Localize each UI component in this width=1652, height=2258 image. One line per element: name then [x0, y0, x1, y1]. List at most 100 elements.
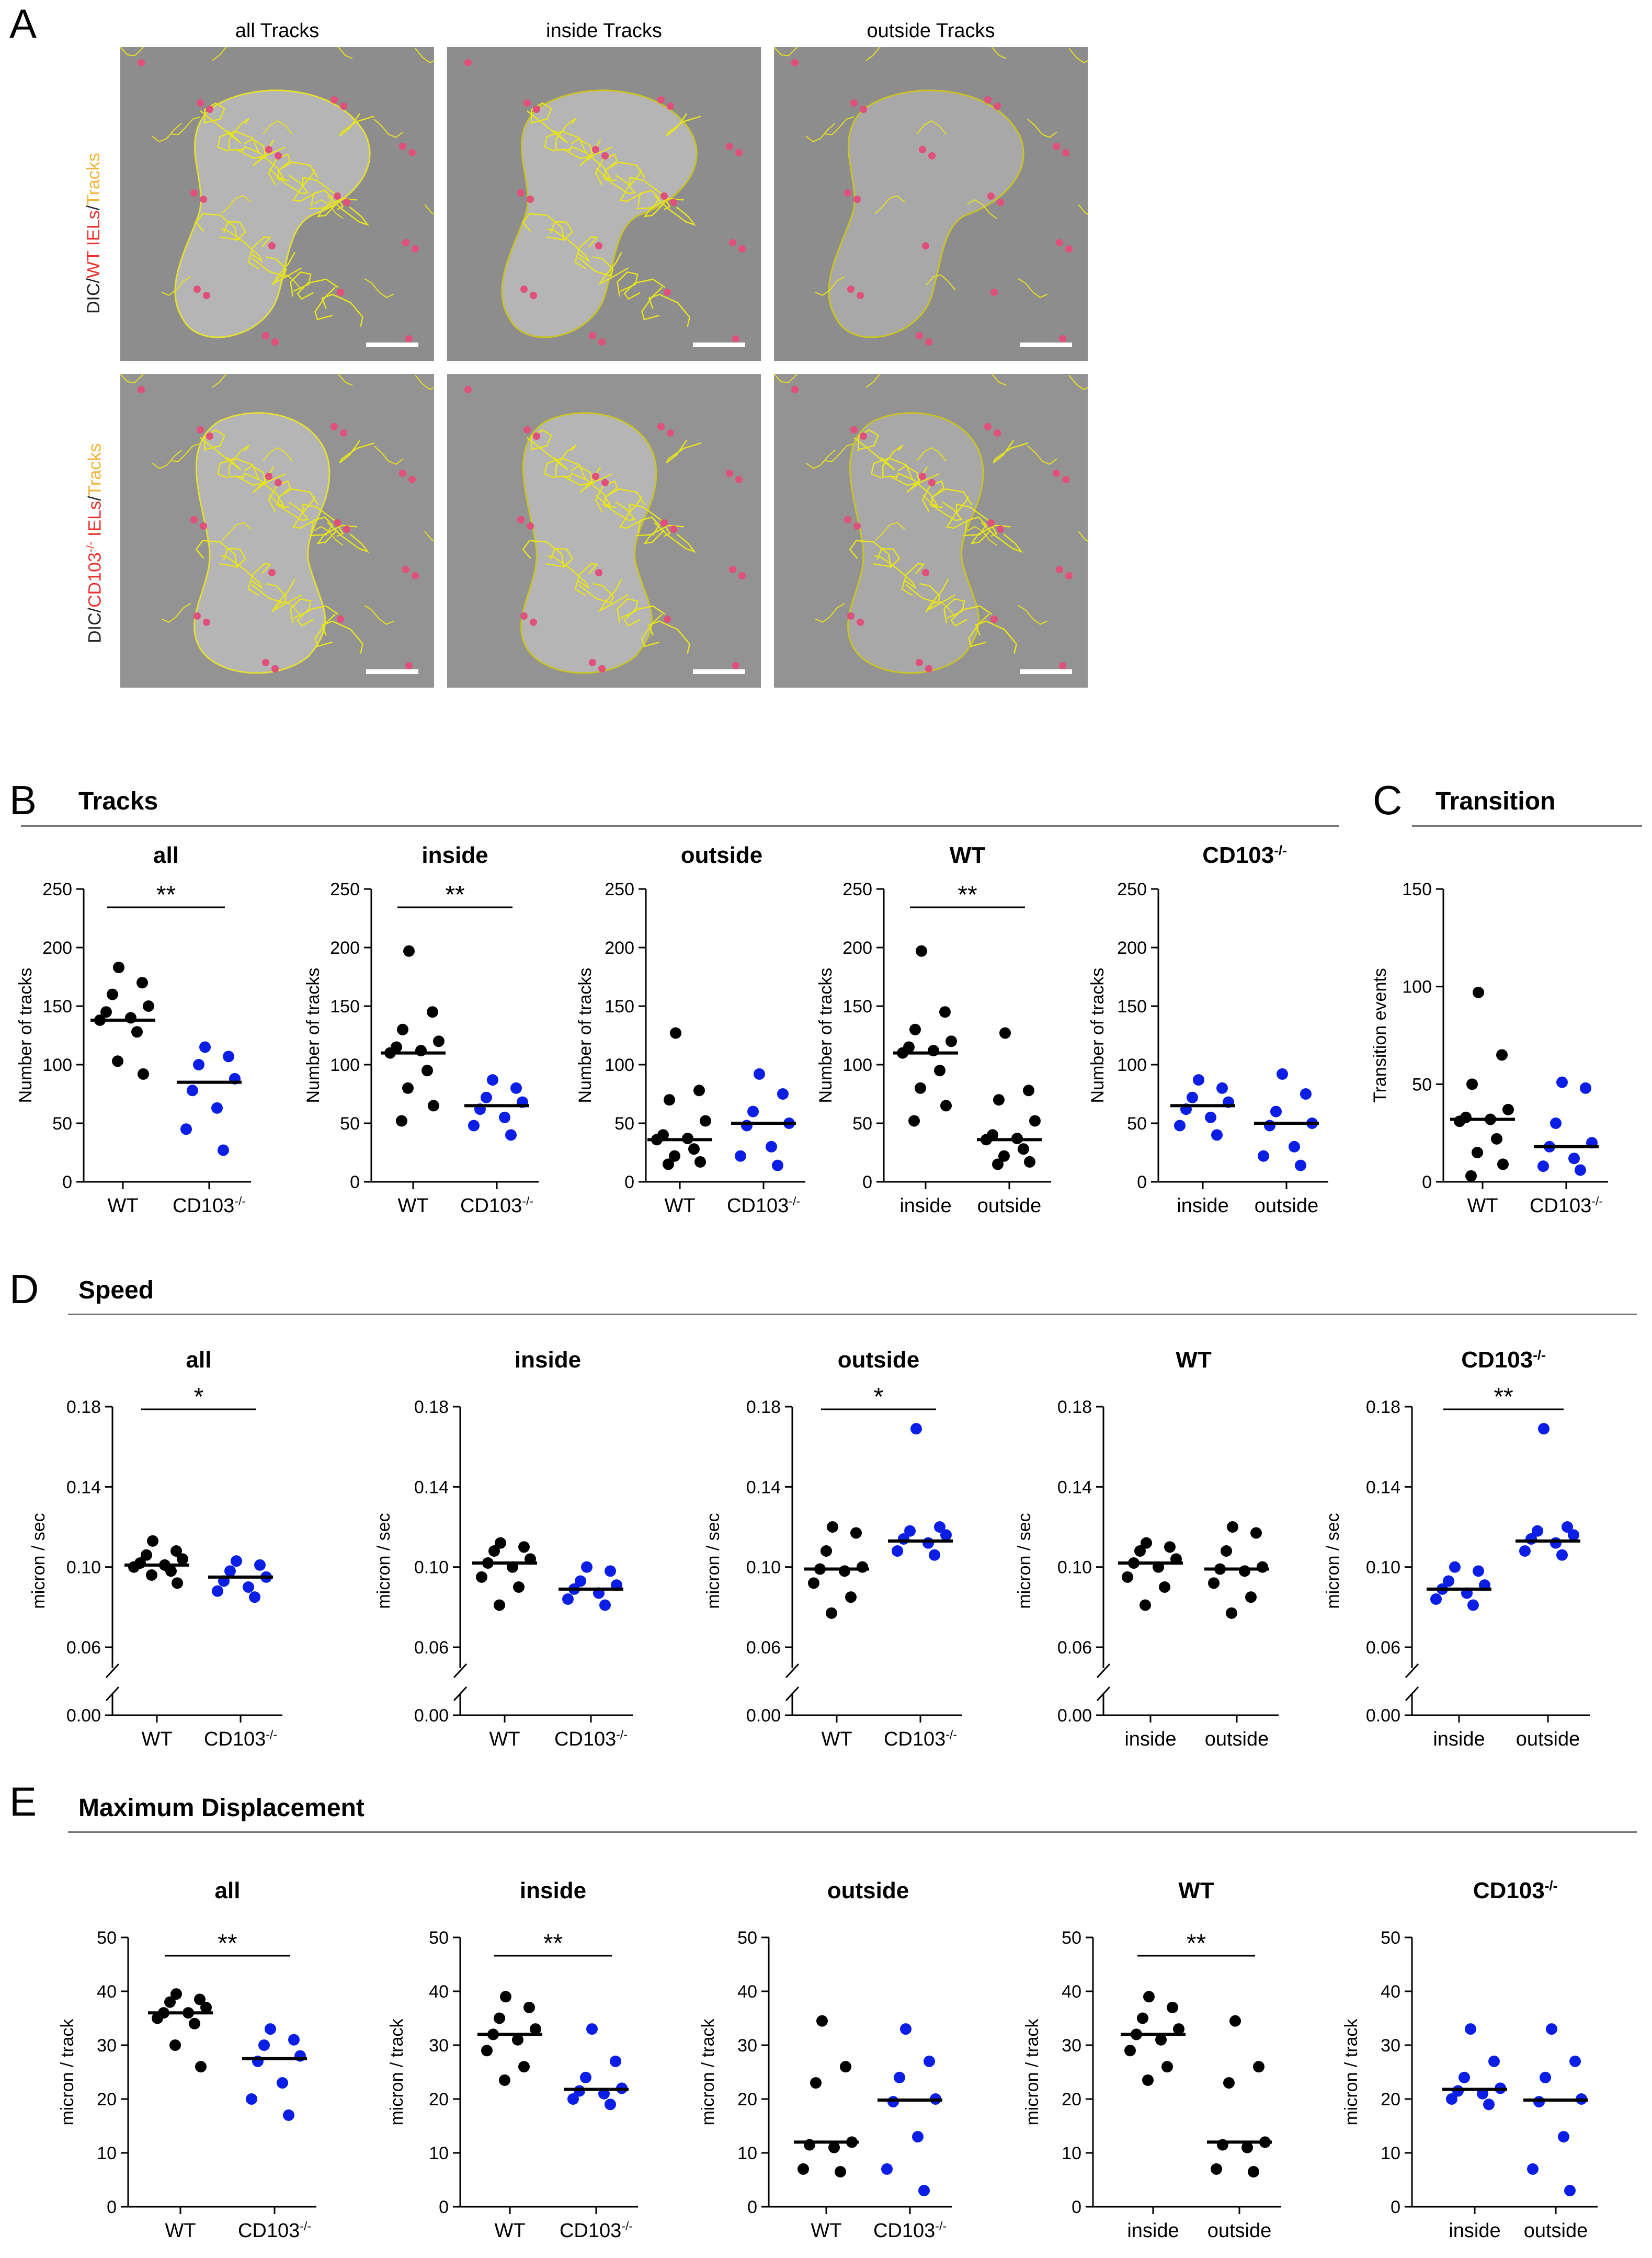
y-tick-label: 0 — [439, 2197, 449, 2217]
data-point — [850, 1527, 862, 1539]
y-tick-label: 0.00 — [1057, 1706, 1092, 1726]
data-point — [992, 1158, 1004, 1170]
y-tick-label: 50 — [340, 1114, 360, 1134]
panel-letter-d: D — [9, 1266, 39, 1312]
data-point — [915, 1082, 926, 1094]
data-point — [468, 1120, 480, 1132]
micrograph-wt-outside — [774, 47, 1088, 361]
axis-break-mark — [1096, 1686, 1111, 1702]
data-point — [900, 2023, 912, 2035]
data-point — [1443, 1575, 1454, 1587]
data-point — [277, 2077, 288, 2089]
data-point — [1569, 2055, 1581, 2067]
micro-col-title-outside: outside Tracks — [867, 20, 995, 42]
y-tick-label: 0 — [1137, 1172, 1147, 1192]
data-point — [909, 1023, 921, 1035]
y-tick-label: 40 — [1062, 1982, 1081, 2002]
panel-letter-b: B — [9, 777, 37, 823]
data-point — [1564, 2185, 1576, 2197]
y-tick-label: 0 — [624, 1172, 634, 1192]
data-point — [1239, 1565, 1250, 1577]
data-point — [164, 1996, 176, 2008]
y-tick-label: 50 — [1127, 1114, 1147, 1134]
data-point — [924, 2055, 935, 2067]
data-point — [1029, 1115, 1041, 1127]
x-tick-label: CD103-/- — [560, 2219, 633, 2242]
data-point — [754, 1068, 765, 1080]
data-point — [828, 2141, 840, 2153]
data-point — [147, 1535, 158, 1547]
data-point — [1465, 1170, 1477, 1182]
data-point — [1257, 1561, 1268, 1573]
data-point — [218, 1144, 229, 1156]
data-point — [428, 1100, 439, 1112]
y-tick-label: 50 — [1381, 1928, 1400, 1948]
y-tick-label: 200 — [605, 938, 634, 958]
data-point — [1221, 1545, 1232, 1557]
data-point — [1465, 2023, 1476, 2035]
y-tick-label: 0.10 — [746, 1558, 781, 1578]
data-point — [487, 1074, 498, 1086]
data-point — [1538, 1423, 1550, 1435]
data-point — [1430, 1593, 1442, 1605]
data-point — [1018, 1143, 1029, 1155]
data-point — [1141, 1537, 1152, 1549]
data-point — [249, 1591, 260, 1603]
y-axis-label-E-outside: micron / track — [698, 2018, 718, 2125]
x-tick-label: inside — [1433, 1728, 1485, 1750]
data-point — [580, 2071, 591, 2083]
y-tick-label: 150 — [605, 997, 634, 1017]
x-tick-label: CD103-/- — [727, 1194, 800, 1217]
data-point — [211, 1102, 223, 1114]
y-tick-label: 50 — [852, 1114, 872, 1134]
micrograph-cd103-outside — [774, 374, 1088, 688]
data-point — [821, 1545, 832, 1557]
y-tick-label: 0 — [862, 1172, 872, 1192]
y-tick-label: 0.14 — [66, 1477, 101, 1497]
data-point — [887, 2096, 899, 2108]
chart-title-B-inside: inside — [421, 842, 488, 868]
data-point — [169, 2039, 181, 2051]
data-point — [605, 2099, 616, 2111]
y-tick-label: 50 — [614, 1114, 634, 1134]
x-tick-label: WT — [489, 1728, 520, 1750]
y-tick-label: 50 — [52, 1114, 72, 1134]
data-point — [670, 1027, 681, 1039]
data-point — [581, 1561, 593, 1573]
x-tick-label: CD103-/- — [238, 2219, 311, 2242]
data-point — [664, 1094, 675, 1106]
y-tick-label: 10 — [429, 2143, 449, 2163]
y-tick-label: 0 — [107, 2197, 117, 2217]
x-tick-label: CD103-/- — [1530, 1194, 1603, 1217]
data-point — [476, 1571, 487, 1583]
data-point — [1229, 2015, 1241, 2027]
data-point — [1024, 1156, 1035, 1168]
data-point — [1264, 1120, 1275, 1132]
data-point — [1174, 1120, 1186, 1132]
data-point — [826, 1607, 837, 1619]
data-point — [500, 1991, 511, 2003]
panel-letter-e: E — [9, 1778, 37, 1824]
data-point — [512, 2034, 523, 2046]
data-point — [1226, 1607, 1237, 1619]
data-point — [125, 1012, 136, 1024]
significance-label: ** — [156, 881, 176, 909]
data-point — [939, 1006, 951, 1018]
micrograph-wt-all — [120, 47, 434, 361]
y-axis-label-D-outside: micron / sec — [703, 1513, 723, 1609]
data-point — [1562, 1521, 1573, 1533]
y-tick-label: 0.14 — [1366, 1477, 1400, 1497]
y-axis-label-C-transition: Transition events — [1370, 968, 1390, 1103]
micro-col-title-inside: inside Tracks — [546, 20, 662, 42]
significance-label: * — [874, 1383, 884, 1411]
data-point — [505, 1129, 517, 1141]
data-point — [1122, 1571, 1133, 1583]
data-point — [165, 1565, 177, 1577]
data-point — [518, 2061, 530, 2073]
chart-title-D-inside: inside — [515, 1347, 581, 1373]
data-point — [1525, 1533, 1537, 1545]
y-axis-label-D-inside: micron / sec — [374, 1513, 394, 1609]
x-tick-label: WT — [494, 2220, 525, 2242]
data-point — [1568, 1153, 1580, 1165]
data-point — [1208, 1577, 1220, 1589]
